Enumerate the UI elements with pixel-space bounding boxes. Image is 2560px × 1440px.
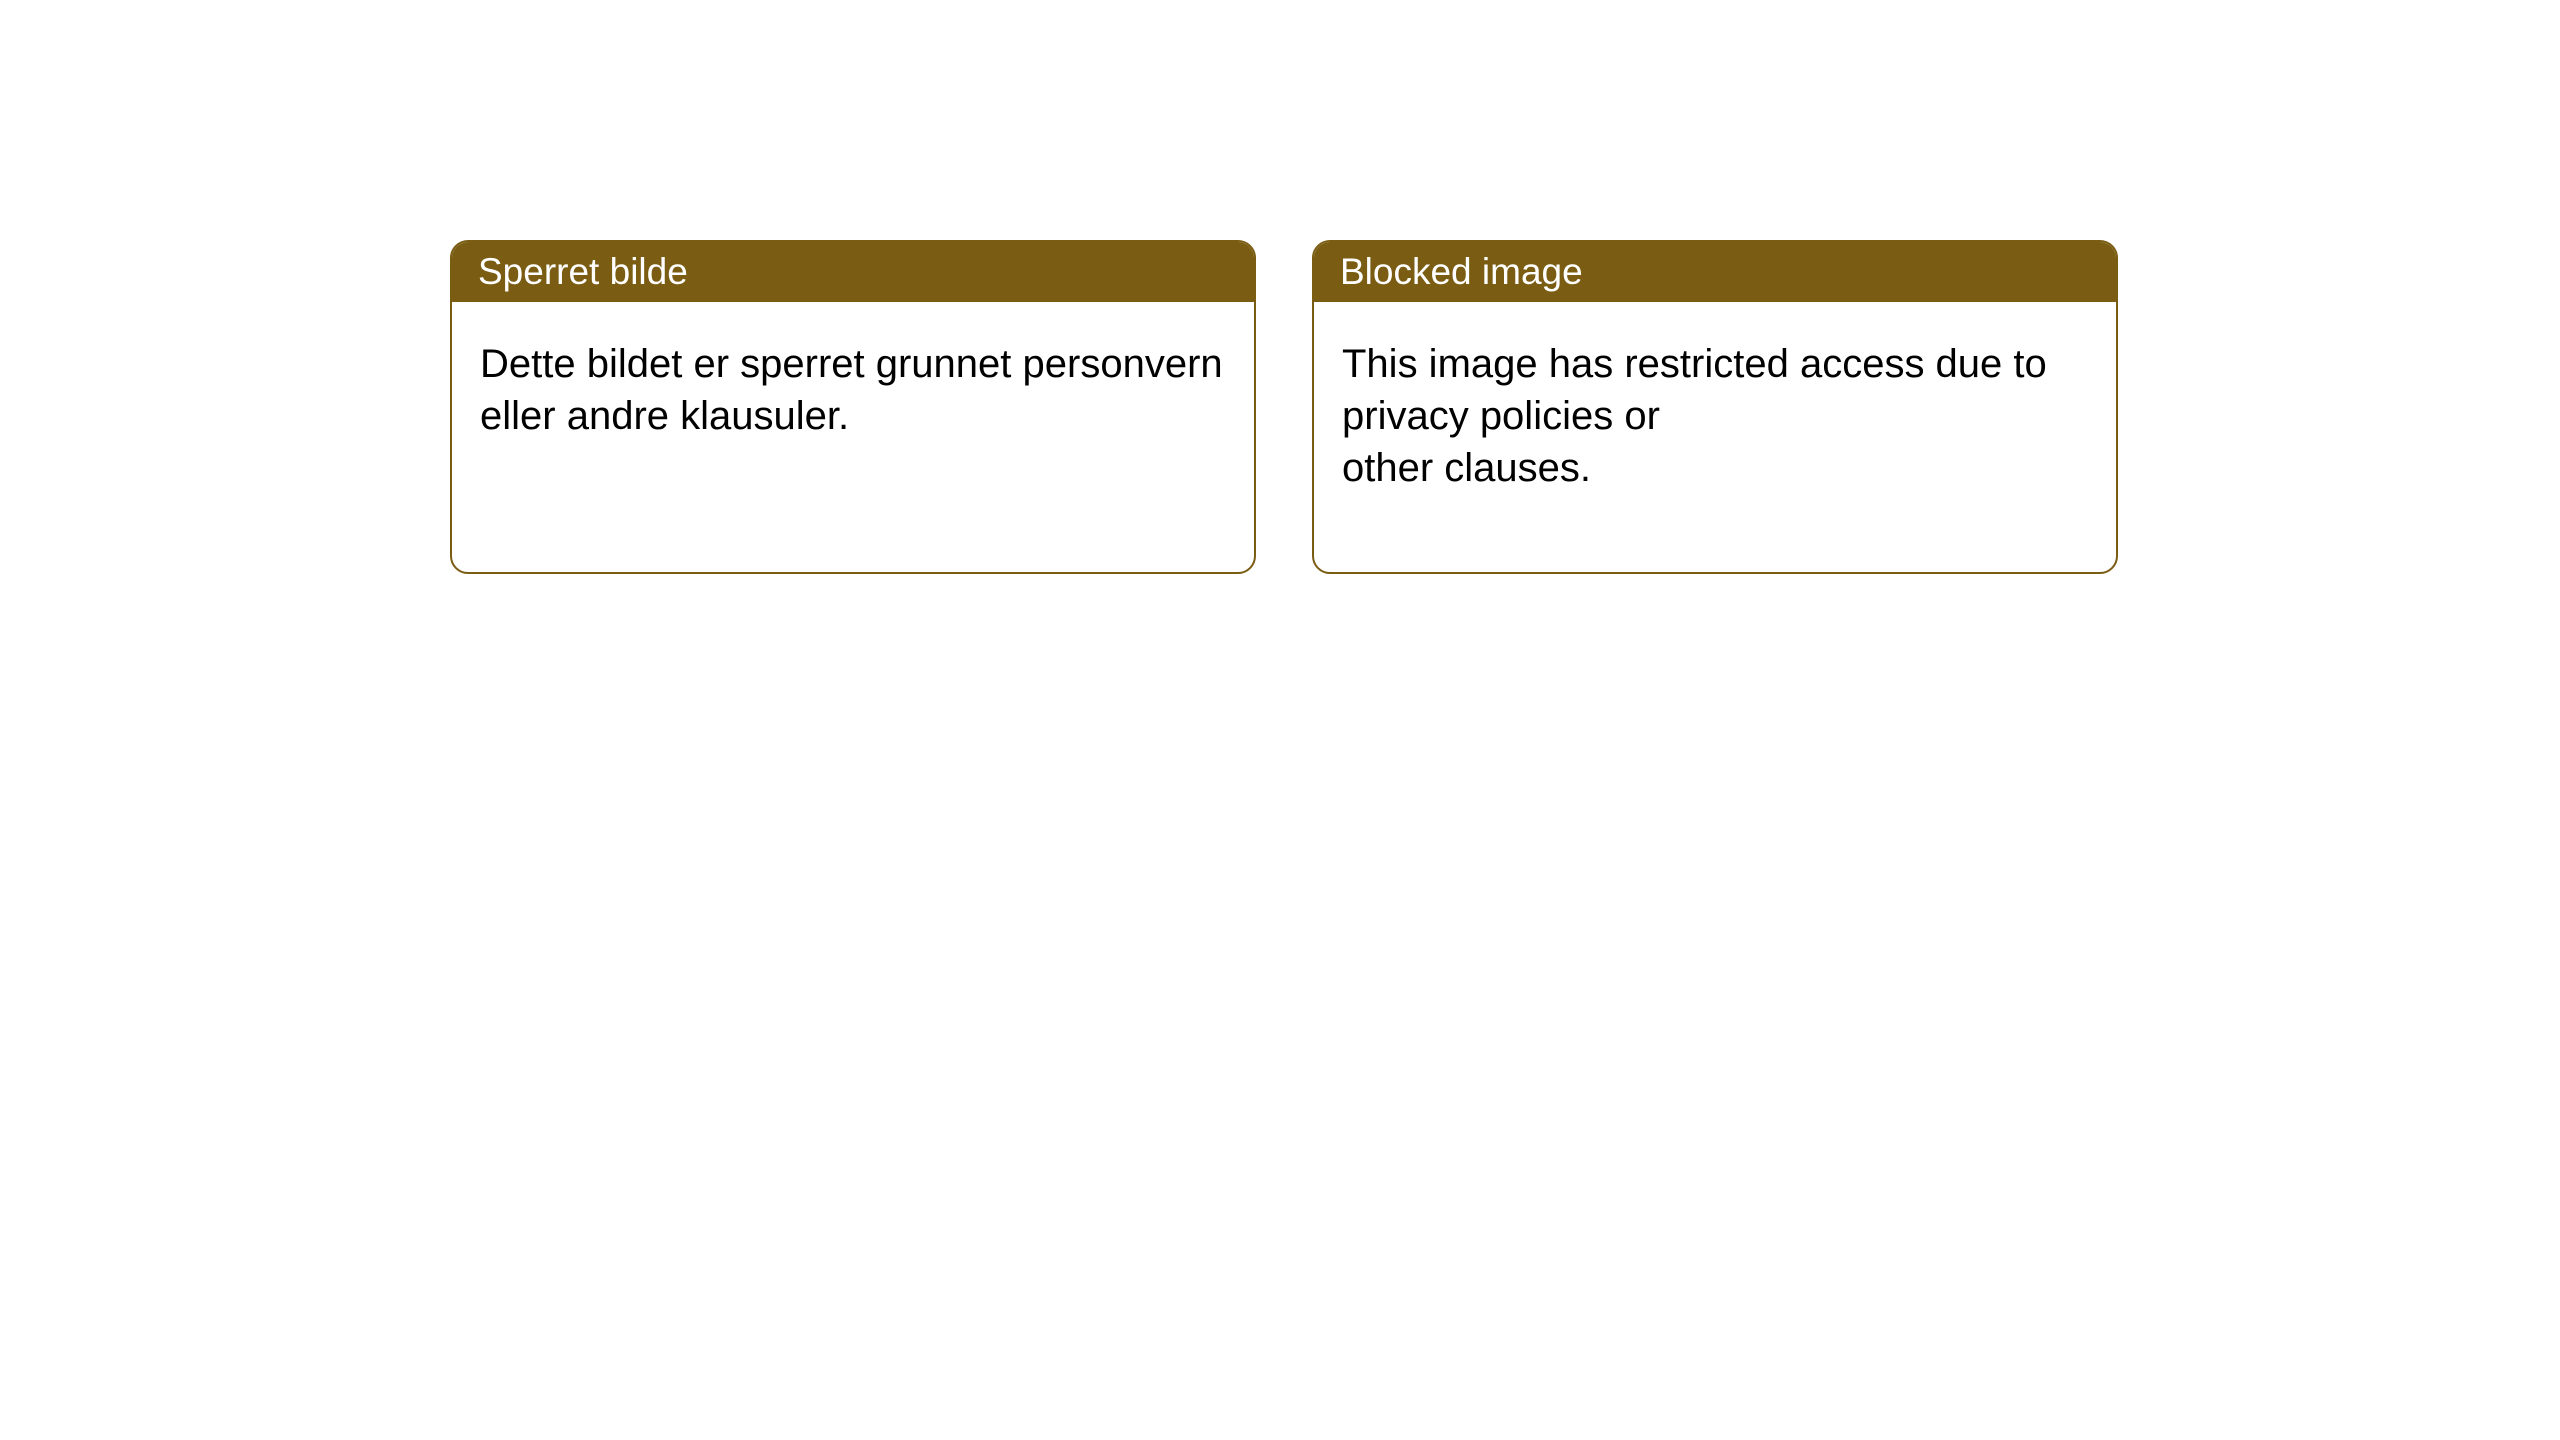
- notice-body: This image has restricted access due to …: [1314, 302, 2116, 530]
- notice-card-english: Blocked image This image has restricted …: [1312, 240, 2118, 574]
- notice-container: Sperret bilde Dette bildet er sperret gr…: [0, 0, 2560, 574]
- notice-body: Dette bildet er sperret grunnet personve…: [452, 302, 1254, 478]
- notice-title: Blocked image: [1340, 251, 1583, 293]
- notice-title: Sperret bilde: [478, 251, 688, 293]
- notice-header: Blocked image: [1314, 242, 2116, 302]
- notice-header: Sperret bilde: [452, 242, 1254, 302]
- notice-card-norwegian: Sperret bilde Dette bildet er sperret gr…: [450, 240, 1256, 574]
